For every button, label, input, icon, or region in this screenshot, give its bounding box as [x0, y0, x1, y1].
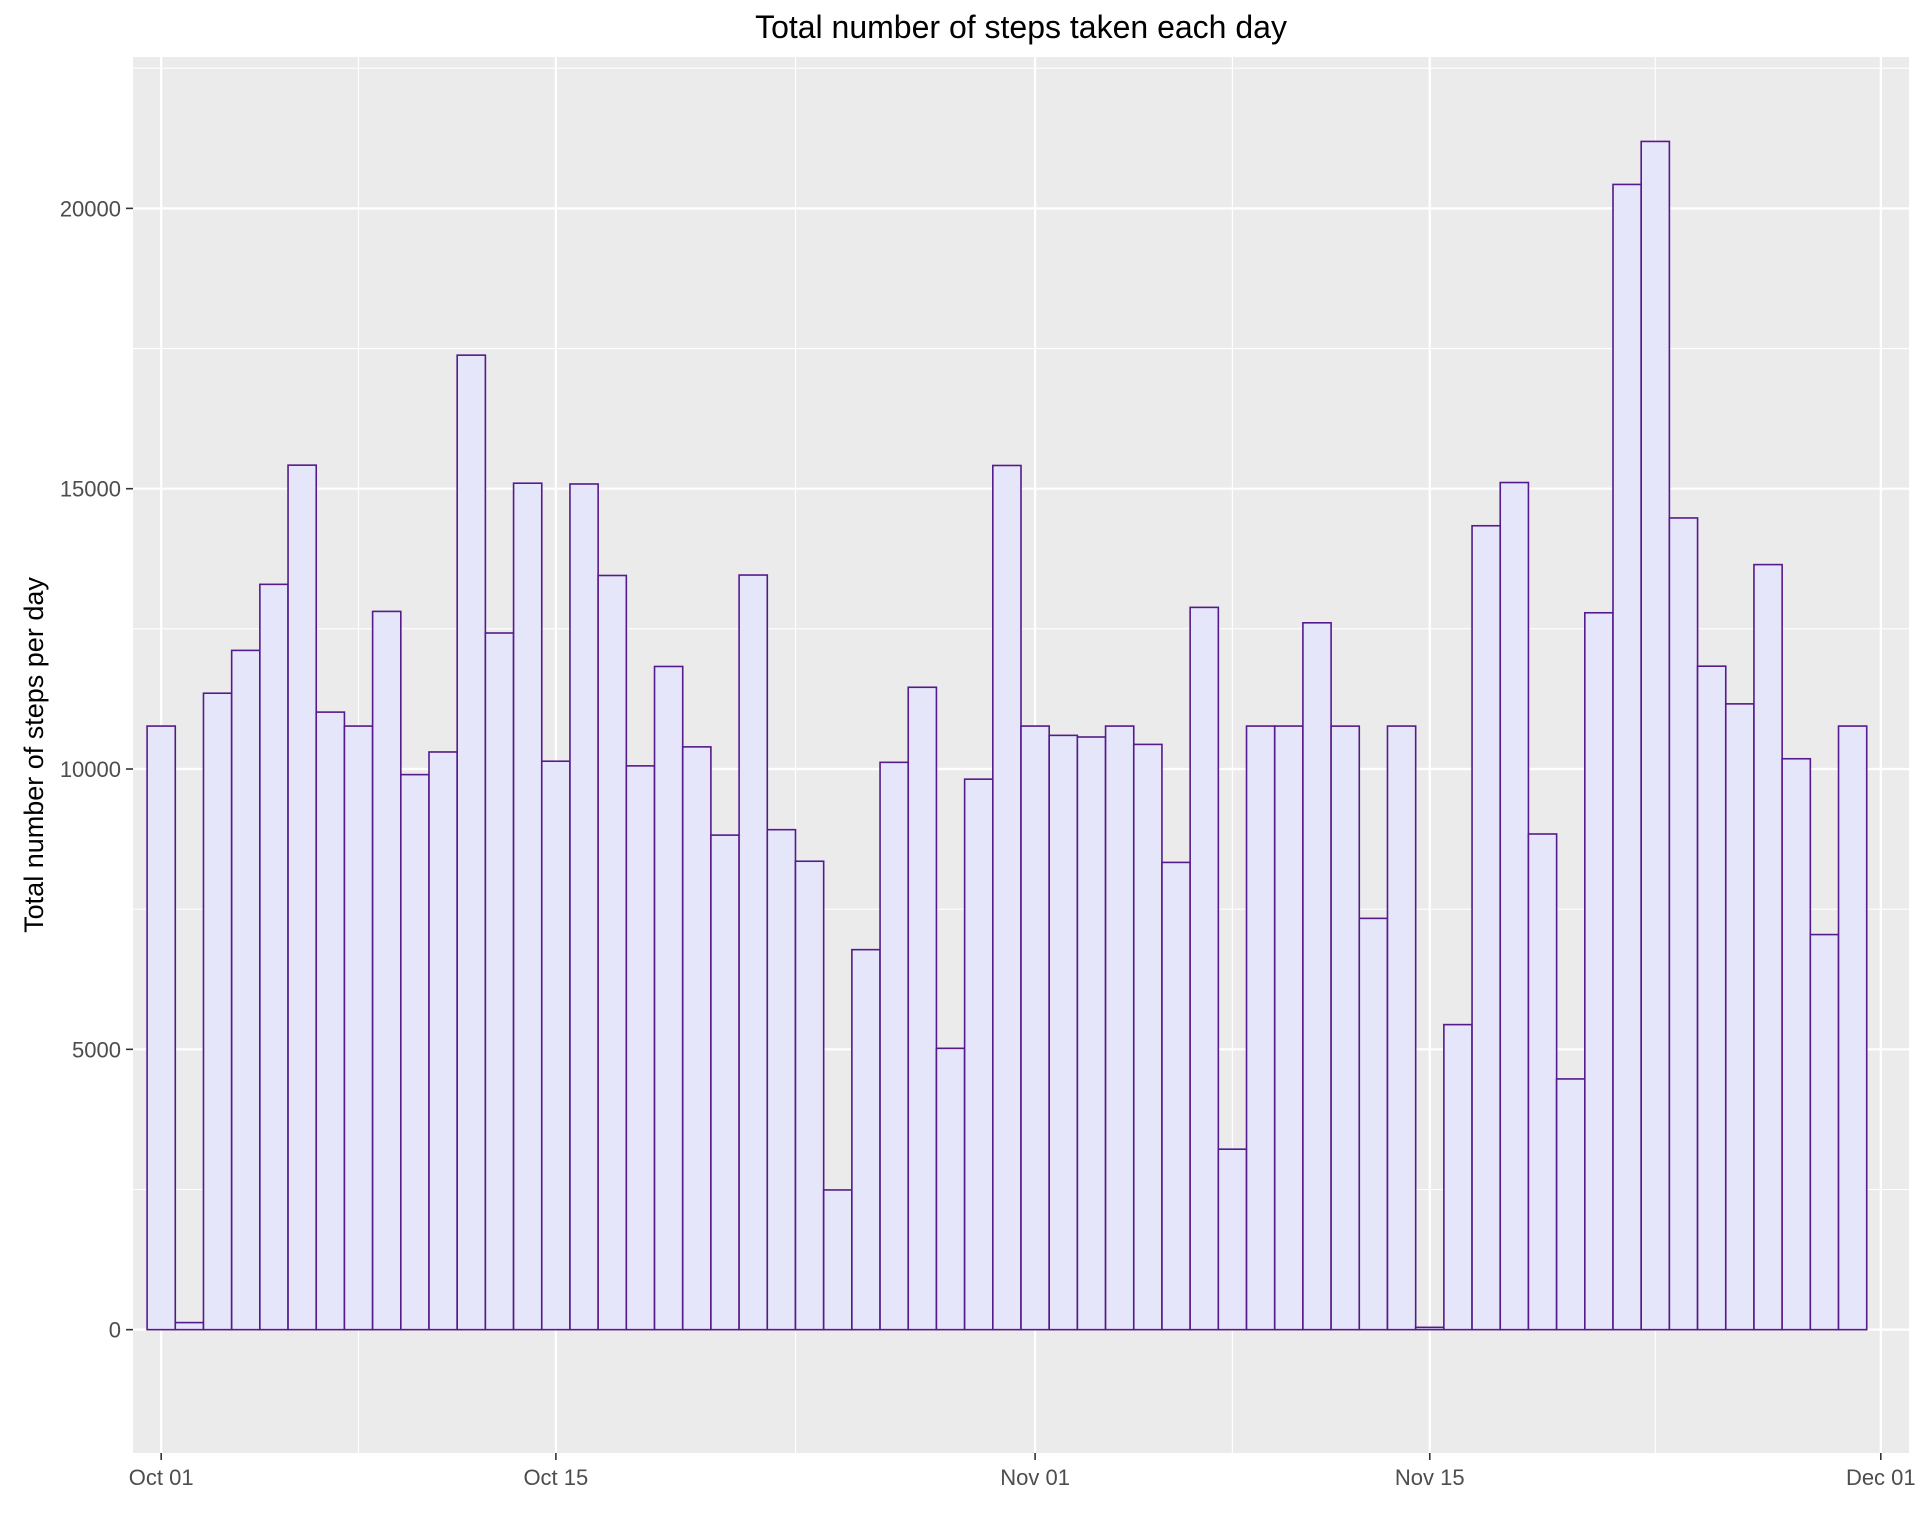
y-tick-label: 15000	[60, 477, 121, 502]
bar	[1358, 917, 1389, 1331]
bar	[512, 482, 543, 1331]
bar	[766, 828, 797, 1331]
bar	[1245, 725, 1276, 1331]
bar	[1781, 757, 1812, 1331]
y-tick-label: 0	[109, 1318, 121, 1343]
bar	[681, 746, 712, 1331]
bar	[371, 610, 402, 1331]
bar	[1132, 743, 1163, 1331]
bar	[1612, 183, 1642, 1331]
bar	[1724, 703, 1755, 1331]
y-axis: 0 5000 10000 15000 20000	[60, 196, 133, 1343]
y-tick-label: 5000	[72, 1037, 121, 1062]
bar	[1273, 725, 1304, 1331]
y-tick-label: 10000	[60, 757, 121, 782]
bar	[569, 483, 599, 1331]
bar	[879, 761, 910, 1331]
bar	[540, 760, 571, 1331]
bar	[1189, 606, 1220, 1331]
bar	[1443, 1023, 1473, 1331]
bar	[1809, 933, 1840, 1331]
x-tick-label: Nov 01	[1000, 1465, 1070, 1490]
bar	[907, 686, 938, 1331]
bar	[1048, 734, 1079, 1331]
bar	[315, 711, 346, 1331]
bar	[1640, 140, 1671, 1331]
bar	[1330, 725, 1361, 1331]
bar	[794, 860, 825, 1331]
y-tick-label: 20000	[60, 196, 121, 221]
bar	[146, 725, 177, 1331]
bar	[1527, 833, 1558, 1331]
x-tick-label: Dec 01	[1846, 1465, 1916, 1490]
bar	[935, 1047, 966, 1331]
bar	[1837, 725, 1868, 1331]
bar	[343, 725, 374, 1331]
bar	[710, 834, 740, 1331]
bar	[484, 632, 515, 1331]
bar	[259, 583, 289, 1331]
bar	[1414, 1326, 1445, 1331]
bar	[202, 692, 233, 1331]
bar	[597, 574, 628, 1331]
bar	[1386, 725, 1417, 1331]
x-tick-label: Nov 15	[1395, 1465, 1465, 1490]
bar	[1471, 524, 1502, 1331]
x-axis: Oct 01 Oct 15 Nov 01 Nov 15 Dec 01	[129, 1453, 1916, 1490]
bars	[146, 140, 1868, 1331]
bar	[1668, 517, 1699, 1331]
bar	[851, 948, 881, 1331]
bar	[230, 649, 261, 1331]
bar	[1020, 725, 1050, 1331]
bar	[456, 354, 487, 1331]
bar	[1076, 736, 1107, 1331]
bar	[1161, 861, 1191, 1331]
bar	[822, 1189, 853, 1331]
bar	[1696, 665, 1727, 1331]
bar	[1753, 563, 1783, 1331]
bar	[1217, 1148, 1248, 1331]
bar	[400, 773, 430, 1331]
x-tick-label: Oct 15	[523, 1465, 588, 1490]
bar	[992, 464, 1022, 1331]
bar	[653, 665, 684, 1331]
x-tick-label: Oct 01	[129, 1465, 194, 1490]
bar	[1499, 481, 1530, 1331]
bar	[287, 464, 318, 1331]
bar	[738, 574, 769, 1331]
bar	[1584, 611, 1614, 1331]
bar	[963, 778, 994, 1331]
y-axis-title: Total number of steps per day	[19, 577, 49, 933]
bar	[174, 1321, 205, 1331]
bar	[1302, 622, 1332, 1331]
bar	[1555, 1078, 1586, 1331]
chart-title: Total number of steps taken each day	[755, 9, 1287, 45]
bar	[625, 765, 656, 1331]
bar	[1104, 725, 1135, 1331]
bar	[428, 751, 458, 1331]
